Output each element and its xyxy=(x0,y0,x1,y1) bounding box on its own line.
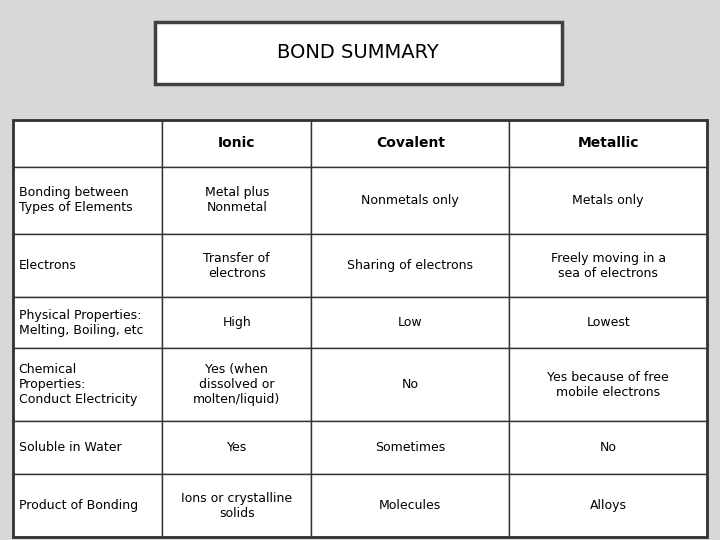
Bar xyxy=(509,348,707,421)
Bar xyxy=(162,120,312,166)
Bar xyxy=(509,421,707,474)
Text: Soluble in Water: Soluble in Water xyxy=(19,441,122,454)
Text: High: High xyxy=(222,316,251,329)
Bar xyxy=(155,22,562,84)
Bar xyxy=(162,421,312,474)
Text: Sometimes: Sometimes xyxy=(375,441,446,454)
Bar xyxy=(13,120,162,166)
Bar xyxy=(312,297,509,348)
Text: Low: Low xyxy=(398,316,423,329)
Text: Freely moving in a
sea of electrons: Freely moving in a sea of electrons xyxy=(551,252,666,280)
Text: Physical Properties:
Melting, Boiling, etc: Physical Properties: Melting, Boiling, e… xyxy=(19,309,143,337)
Bar xyxy=(162,297,312,348)
Text: Yes because of free
mobile electrons: Yes because of free mobile electrons xyxy=(547,370,669,399)
Bar xyxy=(509,166,707,234)
Bar xyxy=(312,421,509,474)
Bar xyxy=(312,474,509,537)
Text: Chemical
Properties:
Conduct Electricity: Chemical Properties: Conduct Electricity xyxy=(19,363,137,406)
Bar xyxy=(13,234,162,297)
Text: No: No xyxy=(600,441,616,454)
Bar xyxy=(13,474,162,537)
Bar xyxy=(312,348,509,421)
Bar xyxy=(509,234,707,297)
Text: Electrons: Electrons xyxy=(19,259,76,272)
Text: Transfer of
electrons: Transfer of electrons xyxy=(204,252,270,280)
Text: Metallic: Metallic xyxy=(577,136,639,150)
Bar xyxy=(13,421,162,474)
Text: Ionic: Ionic xyxy=(218,136,256,150)
Bar xyxy=(162,234,312,297)
Bar xyxy=(13,348,162,421)
Bar xyxy=(509,474,707,537)
Text: Molecules: Molecules xyxy=(379,500,441,512)
Text: No: No xyxy=(402,378,419,391)
Text: Covalent: Covalent xyxy=(376,136,445,150)
Text: Ions or crystalline
solids: Ions or crystalline solids xyxy=(181,492,292,520)
Bar xyxy=(509,120,707,166)
Text: Nonmetals only: Nonmetals only xyxy=(361,194,459,207)
Text: Product of Bonding: Product of Bonding xyxy=(19,500,138,512)
Text: Metals only: Metals only xyxy=(572,194,644,207)
Text: Sharing of electrons: Sharing of electrons xyxy=(347,259,473,272)
Text: Yes: Yes xyxy=(227,441,247,454)
Text: Metal plus
Nonmetal: Metal plus Nonmetal xyxy=(204,186,269,214)
Text: BOND SUMMARY: BOND SUMMARY xyxy=(277,43,439,62)
Bar xyxy=(162,474,312,537)
Text: Alloys: Alloys xyxy=(590,500,626,512)
Bar xyxy=(312,166,509,234)
Bar xyxy=(162,166,312,234)
Bar xyxy=(13,297,162,348)
Text: Bonding between
Types of Elements: Bonding between Types of Elements xyxy=(19,186,132,214)
Bar xyxy=(13,166,162,234)
Text: Lowest: Lowest xyxy=(586,316,630,329)
Bar xyxy=(312,234,509,297)
Text: Yes (when
dissolved or
molten/liquid): Yes (when dissolved or molten/liquid) xyxy=(193,363,280,406)
Bar xyxy=(312,120,509,166)
Bar xyxy=(13,120,707,537)
Bar xyxy=(162,348,312,421)
Bar xyxy=(509,297,707,348)
